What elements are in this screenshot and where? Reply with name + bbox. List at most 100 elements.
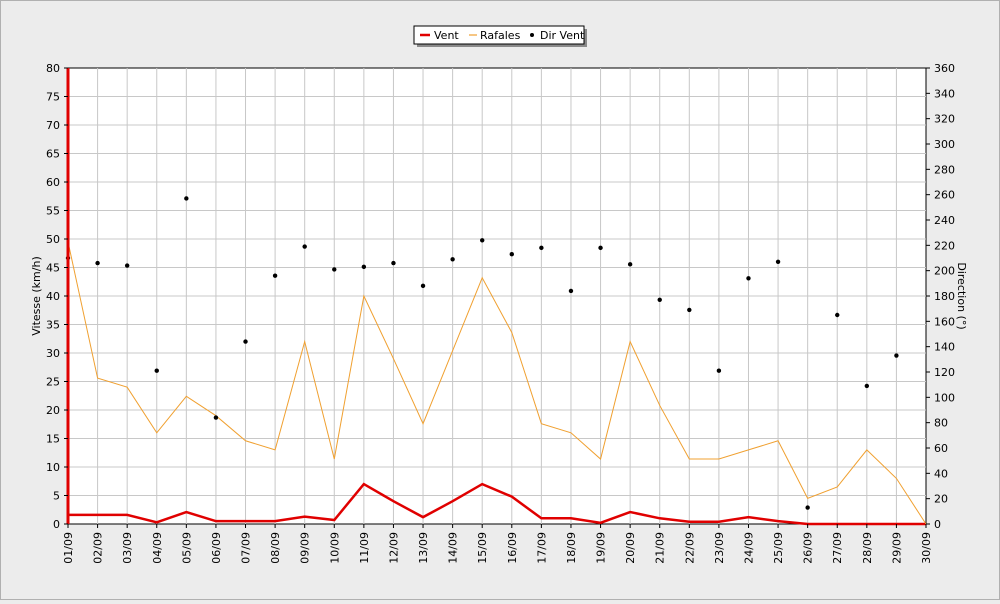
x-tick-label: 14/09 <box>447 532 460 564</box>
dir-vent-point <box>391 260 396 266</box>
y-tick-label: 50 <box>46 233 60 246</box>
y2-tick-label: 220 <box>934 239 955 252</box>
legend-box <box>413 25 585 45</box>
x-tick-label: 10/09 <box>328 532 341 564</box>
x-tick-label: 01/09 <box>62 532 75 564</box>
grid <box>68 68 926 524</box>
dir-vent-point <box>450 257 455 262</box>
dir-vent-point <box>746 276 751 281</box>
y2-tick-label: 360 <box>934 62 955 75</box>
y-tick-label: 70 <box>46 119 60 132</box>
dir-vent-point <box>539 245 544 251</box>
y2-tick-label: 160 <box>934 315 955 328</box>
dir-vent-point <box>687 307 692 313</box>
x-tick-label: 30/09 <box>920 532 933 564</box>
y-tick-label: 5 <box>53 490 60 503</box>
y2-tick-label: 100 <box>934 391 955 404</box>
series-dir-vent <box>65 196 899 510</box>
dir-vent-point <box>716 368 722 373</box>
x-tick-label: 17/09 <box>535 532 548 564</box>
y-tick-label: 75 <box>46 91 60 104</box>
dir-vent-point <box>213 415 219 420</box>
vent-line <box>68 482 926 526</box>
x-tick-label: 11/09 <box>358 532 371 564</box>
dir-vent-point <box>302 244 307 249</box>
dir-vent-point <box>775 259 781 264</box>
y-tick-label: 40 <box>46 290 60 303</box>
dir-vent-point <box>568 288 574 294</box>
dir-vent-point <box>627 262 633 267</box>
dir-vent-point <box>894 353 899 358</box>
axes: 0 5 10 15 20 25 30 35 40 45 50 55 60 65 70 75 80 0 20 40 60 8… <box>46 62 955 564</box>
x-tick-label: 13/09 <box>417 532 430 564</box>
x-tick-label: 27/09 <box>831 532 844 564</box>
y2-tick-label: 0 <box>934 518 941 531</box>
x-tick-label: 28/09 <box>861 532 874 564</box>
dir-vent-point <box>184 196 189 201</box>
x-tick-label: 06/09 <box>210 532 223 564</box>
y2-tick-label: 80 <box>934 417 948 430</box>
legend-label-dir-vent: Dir Vent <box>540 29 585 42</box>
x-tick-label: 18/09 <box>565 532 578 564</box>
y2-tick-label: 200 <box>934 265 955 278</box>
dir-vent-point <box>598 245 603 251</box>
x-tick-label: 22/09 <box>683 532 696 564</box>
x-tick-label: 03/09 <box>121 532 134 564</box>
x-tick-label: 29/09 <box>890 532 903 564</box>
dir-vent-point <box>480 238 485 243</box>
x-tick-label: 21/09 <box>654 532 667 564</box>
y-tick-label: 20 <box>46 404 60 417</box>
series-vent <box>68 482 926 526</box>
dir-vent-point <box>657 297 662 302</box>
y2-tick-label: 240 <box>934 214 955 227</box>
dir-vent-point <box>272 273 278 278</box>
y-tick-label: 65 <box>46 148 60 161</box>
dir-vent-point <box>509 252 514 257</box>
x-tick-label: 07/09 <box>240 532 253 564</box>
x-tick-label: 20/09 <box>624 532 637 564</box>
x-tick-label: 26/09 <box>802 532 815 564</box>
series-rafales <box>67 241 927 525</box>
dir-vent-point <box>835 312 840 318</box>
y-tick-label: 0 <box>53 518 60 531</box>
x-tick-label: 19/09 <box>595 532 608 564</box>
x-tick-label: 09/09 <box>299 532 312 564</box>
y2-tick-label: 40 <box>934 467 948 480</box>
y-tick-label: 30 <box>46 347 60 360</box>
dir-vent-point <box>154 368 159 373</box>
y2-tick-label: 340 <box>934 87 955 100</box>
dir-vent-point <box>124 263 130 268</box>
x-tick-label: 24/09 <box>742 532 755 564</box>
dir-vent-point <box>361 264 367 270</box>
y2-tick-label: 260 <box>934 189 955 202</box>
x-tick-label: 04/09 <box>151 532 164 564</box>
y-tick-label: 25 <box>46 376 60 389</box>
x-tick-label: 12/09 <box>387 532 400 564</box>
x-tick-label: 08/09 <box>269 532 282 564</box>
y-tick-label: 60 <box>46 176 60 189</box>
dir-vent-point <box>805 505 810 510</box>
y-axis-label: Vitesse (km/h) <box>30 256 43 336</box>
y-tick-label: 15 <box>46 433 60 446</box>
rafales-line <box>67 241 927 525</box>
x-tick-label: 16/09 <box>506 532 519 564</box>
dir-vent-point <box>332 267 337 272</box>
y2-tick-label: 180 <box>934 290 955 303</box>
legend-label-vent: Vent <box>434 29 459 42</box>
x-tick-label: 23/09 <box>713 532 726 564</box>
y-tick-label: 35 <box>46 319 60 332</box>
y-tick-label: 55 <box>46 205 60 218</box>
dir-vent-point <box>420 283 426 289</box>
y2-tick-label: 300 <box>934 138 955 151</box>
y2-tick-label: 280 <box>934 163 955 176</box>
dir-vent-point <box>243 339 248 344</box>
y2-tick-label: 20 <box>934 493 948 506</box>
y2-tick-label: 140 <box>934 341 955 354</box>
y-tick-label: 10 <box>46 461 60 474</box>
x-tick-label: 05/09 <box>180 532 193 564</box>
y2-tick-label: 320 <box>934 113 955 126</box>
x-tick-label: 15/09 <box>476 532 489 564</box>
dir-vent-point <box>864 383 870 389</box>
